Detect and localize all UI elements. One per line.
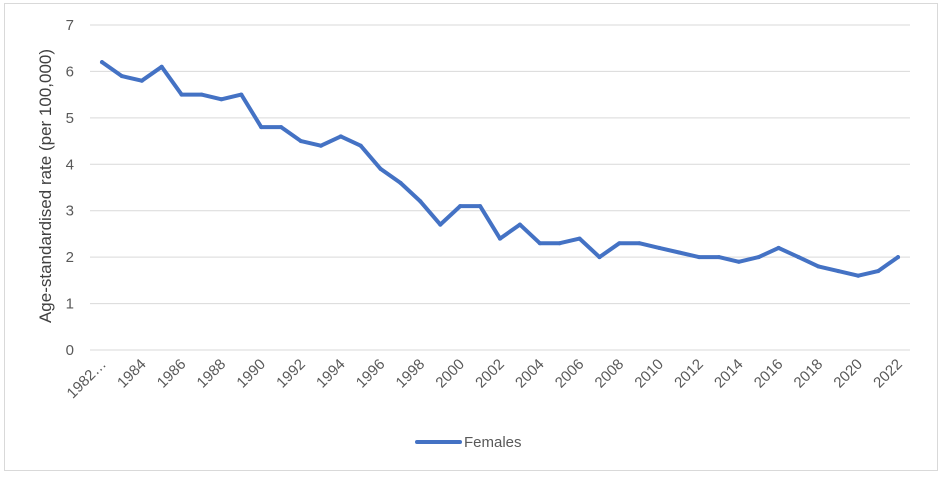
data-point — [438, 222, 443, 227]
data-point — [617, 241, 622, 246]
x-axis-ticks: 1982… 1984 1986 1988 1990 1992 1994 1996 1998 200… — [64, 356, 906, 402]
x-tick-label: 1992 — [273, 356, 309, 392]
data-point — [100, 60, 104, 65]
data-point — [716, 255, 721, 260]
data-point — [856, 273, 861, 278]
data-point — [299, 139, 303, 144]
x-tick-label: 1988 — [194, 356, 230, 392]
data-point — [896, 255, 900, 260]
data-point — [796, 255, 801, 260]
data-point — [557, 241, 562, 246]
y-tick-label: 1 — [66, 296, 74, 313]
x-tick-label: 1998 — [393, 356, 429, 392]
data-point — [657, 245, 662, 250]
data-point — [358, 143, 363, 148]
x-tick-label: 2014 — [711, 356, 747, 392]
y-axis-ticks: 0 1 2 3 4 5 6 7 — [66, 17, 74, 359]
series-line-females — [100, 60, 900, 278]
x-tick-label: 2018 — [791, 356, 827, 392]
y-tick-label: 3 — [66, 203, 74, 220]
x-tick-label: 2022 — [870, 356, 906, 392]
y-tick-label: 7 — [66, 17, 74, 34]
y-tick-label: 4 — [66, 156, 74, 173]
data-point — [517, 222, 522, 227]
data-point — [836, 269, 841, 274]
x-tick-label: 2006 — [552, 356, 588, 392]
x-tick-label: 2012 — [671, 356, 707, 392]
data-point — [338, 134, 343, 139]
gridlines — [90, 24, 910, 351]
x-tick-label: 2010 — [631, 356, 667, 392]
x-tick-label: 2016 — [751, 356, 787, 392]
data-point — [159, 64, 164, 69]
data-point — [418, 199, 423, 204]
legend-label-females: Females — [464, 434, 522, 451]
x-tick-label: 2008 — [592, 356, 628, 392]
data-point — [677, 250, 682, 255]
y-tick-label: 0 — [66, 342, 74, 359]
y-tick-label: 6 — [66, 63, 74, 80]
data-point — [876, 269, 881, 274]
data-point — [537, 241, 542, 246]
data-point — [279, 125, 284, 130]
data-point — [318, 143, 323, 148]
data-point — [199, 92, 204, 97]
data-point — [756, 255, 761, 260]
data-point — [219, 97, 224, 102]
x-tick-label: 1986 — [154, 356, 190, 392]
data-point — [597, 255, 602, 260]
y-tick-label: 2 — [66, 249, 74, 266]
data-point — [119, 74, 124, 79]
data-point — [458, 204, 463, 209]
x-tick-label: 1994 — [313, 356, 349, 392]
data-point — [776, 245, 781, 250]
y-axis-title: Age-standardised rate (per 100,000) — [36, 49, 55, 323]
legend: Females — [415, 434, 522, 451]
data-point — [239, 92, 244, 97]
data-point — [398, 180, 403, 185]
x-tick-label: 1990 — [233, 356, 269, 392]
data-point — [139, 78, 144, 83]
chart-frame — [4, 3, 938, 471]
x-tick-label: 1982… — [64, 356, 110, 402]
data-point — [816, 264, 821, 269]
data-point — [498, 236, 502, 241]
x-tick-label: 2002 — [472, 356, 508, 392]
x-tick-label: 1984 — [114, 356, 150, 392]
data-point — [577, 236, 582, 241]
x-tick-label: 1996 — [353, 356, 389, 392]
data-point — [736, 259, 741, 264]
data-point — [697, 255, 701, 260]
data-point — [179, 92, 184, 97]
data-point — [637, 241, 642, 246]
data-point — [378, 166, 383, 171]
data-point — [259, 125, 264, 130]
y-tick-label: 5 — [66, 110, 74, 127]
x-tick-label: 2020 — [830, 356, 866, 392]
x-tick-label: 2004 — [512, 356, 548, 392]
series-group — [100, 60, 900, 278]
data-point — [478, 204, 483, 209]
x-tick-label: 2000 — [432, 356, 468, 392]
